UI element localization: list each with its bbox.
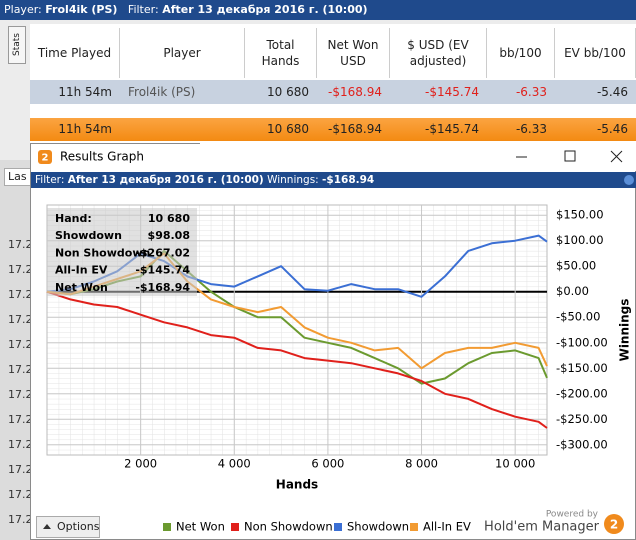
x-tick-label: 8 000 (405, 457, 438, 471)
top-bar: Player: Frol4ik (PS) Filter: After 13 де… (0, 0, 636, 20)
y-tick-label: -$50.00 (556, 310, 600, 324)
maximize-button[interactable] (564, 150, 576, 162)
player-label: Player: (4, 3, 42, 16)
filter-value: After 13 декабря 2016 г. (10:00) (162, 3, 368, 16)
y-tick-label: $100.00 (556, 233, 604, 247)
filter-label: Filter: (127, 3, 159, 16)
y-tick-label: $50.00 (556, 259, 596, 273)
column-header: $ USD (EV adjusted) (390, 28, 487, 78)
background-row: 17.2 (8, 238, 30, 251)
legend-marker (163, 523, 171, 531)
y-tick-label: -$200.00 (556, 386, 608, 400)
column-header: Net Won USD (317, 28, 390, 78)
table-cell: 11h 54m (58, 122, 112, 136)
table-cell: 10 680 (267, 85, 309, 99)
options-button[interactable]: Options (36, 516, 100, 538)
table-cell: -$168.94 (328, 85, 382, 99)
legend-marker (334, 523, 342, 531)
filter-label: Filter: (35, 174, 65, 186)
background-list (0, 160, 30, 540)
filter-value: After 13 декабря 2016 г. (10:00) (67, 174, 264, 186)
y-tick-label: -$150.00 (556, 361, 608, 375)
y-axis-title: Winnings (618, 299, 632, 362)
column-header: bb/100 (487, 28, 555, 78)
title-bar (200, 143, 636, 171)
x-axis-title: Hands (276, 478, 318, 492)
help-icon[interactable] (624, 175, 634, 185)
legend-marker (410, 523, 418, 531)
background-row: 17.2 (8, 338, 30, 351)
summary-label: All-In EV (55, 264, 108, 277)
summary-label: Hand: (55, 212, 92, 225)
summary-value: -$267.02 (135, 246, 190, 259)
x-tick-label: 2 000 (124, 457, 157, 471)
legend-label: Showdown (347, 520, 409, 534)
column-header: Player (120, 28, 245, 78)
brand-logo (604, 514, 624, 534)
background-row: 17.2 (8, 263, 30, 276)
x-tick-label: 4 000 (218, 457, 251, 471)
y-tick-label: -$300.00 (556, 437, 608, 451)
table-cell: Frol4ik (PS) (128, 85, 196, 99)
summary-value: 10 680 (148, 212, 190, 225)
background-row: 17.2 (8, 463, 30, 476)
legend-label: Net Won (176, 520, 225, 534)
brand-logo-text: 2 (610, 518, 618, 532)
legend: Net Won Non Showdown Showdown All-In EV (163, 520, 471, 534)
summary-label: Showdown (55, 229, 122, 242)
legend-label: Non Showdown (244, 520, 333, 534)
x-tick-label: 10 000 (495, 457, 535, 471)
y-tick-label: $0.00 (556, 284, 589, 298)
app-icon-text: 2 (42, 153, 49, 164)
background-row: 17.2 (8, 438, 30, 451)
x-tick-label: 6 000 (311, 457, 344, 471)
table-cell: 10 680 (267, 122, 309, 136)
table-row (30, 80, 636, 104)
window-title: Results Graph (60, 150, 144, 164)
background-row: 17.2 (8, 513, 30, 526)
column-header: Time Played (30, 28, 120, 78)
background-row: 17.2 (8, 313, 30, 326)
y-tick-label: -$100.00 (556, 335, 608, 349)
table-row (30, 118, 636, 141)
summary-label: Net Won (55, 281, 108, 294)
table-cell: -5.46 (596, 122, 628, 136)
legend-label: All-In EV (423, 520, 471, 534)
background-row: 17.2 (8, 288, 30, 301)
close-button[interactable] (610, 150, 623, 163)
summary-value: -$145.74 (135, 264, 190, 277)
powered-by: Powered by (546, 510, 599, 520)
summary-box: Hand: 10 680 Showdown $98.08 Non Showdown-$2… (47, 208, 197, 296)
series-line (46, 290, 548, 429)
window-filter-bar: Filter: After 13 декабря 2016 г. (10:00)… (31, 172, 636, 188)
summary-value: -$168.94 (135, 281, 190, 294)
app-icon (38, 150, 52, 164)
y-tick-label: $150.00 (556, 208, 604, 222)
table-cell: -6.33 (515, 122, 547, 136)
background-row: 17.2 (8, 488, 30, 501)
column-header: Total Hands (245, 28, 317, 78)
winnings-label: Winnings: (267, 174, 319, 186)
winnings-value: -$168.94 (322, 174, 375, 186)
table-cell: 11h 54m (58, 85, 112, 99)
table-cell: -6.33 (515, 85, 547, 99)
summary-background (47, 208, 197, 296)
table-cell: -5.46 (596, 85, 628, 99)
legend-marker (231, 523, 239, 531)
background-row: 17.2 (8, 388, 30, 401)
table-cell: -$168.94 (328, 122, 382, 136)
summary-value: $98.08 (148, 229, 190, 242)
summary-label: Non Showdown (55, 246, 150, 259)
player-name: Frol4ik (PS) (45, 3, 118, 16)
table-cell: -$145.74 (425, 85, 479, 99)
background-row: 17.2 (8, 413, 30, 426)
background-row: 17.2 (8, 363, 30, 376)
brand: Hold'em Manager (484, 520, 600, 535)
table-cell: -$145.74 (425, 122, 479, 136)
y-tick-label: -$250.00 (556, 412, 608, 426)
